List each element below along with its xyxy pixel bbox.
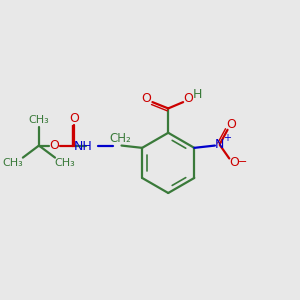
Text: H: H [193, 88, 202, 100]
Text: NH: NH [74, 140, 92, 153]
Text: O: O [70, 112, 80, 125]
Text: CH₃: CH₃ [55, 158, 75, 168]
Text: O: O [183, 92, 193, 105]
Text: −: − [238, 157, 248, 167]
Text: O: O [50, 139, 59, 152]
Text: O: O [141, 92, 151, 105]
Text: O: O [230, 156, 239, 169]
Text: N: N [215, 138, 224, 151]
Text: +: + [223, 133, 231, 142]
Text: CH₂: CH₂ [109, 132, 131, 145]
Text: O: O [226, 118, 236, 131]
Text: CH₃: CH₃ [28, 115, 49, 125]
Text: CH₃: CH₃ [2, 158, 23, 168]
